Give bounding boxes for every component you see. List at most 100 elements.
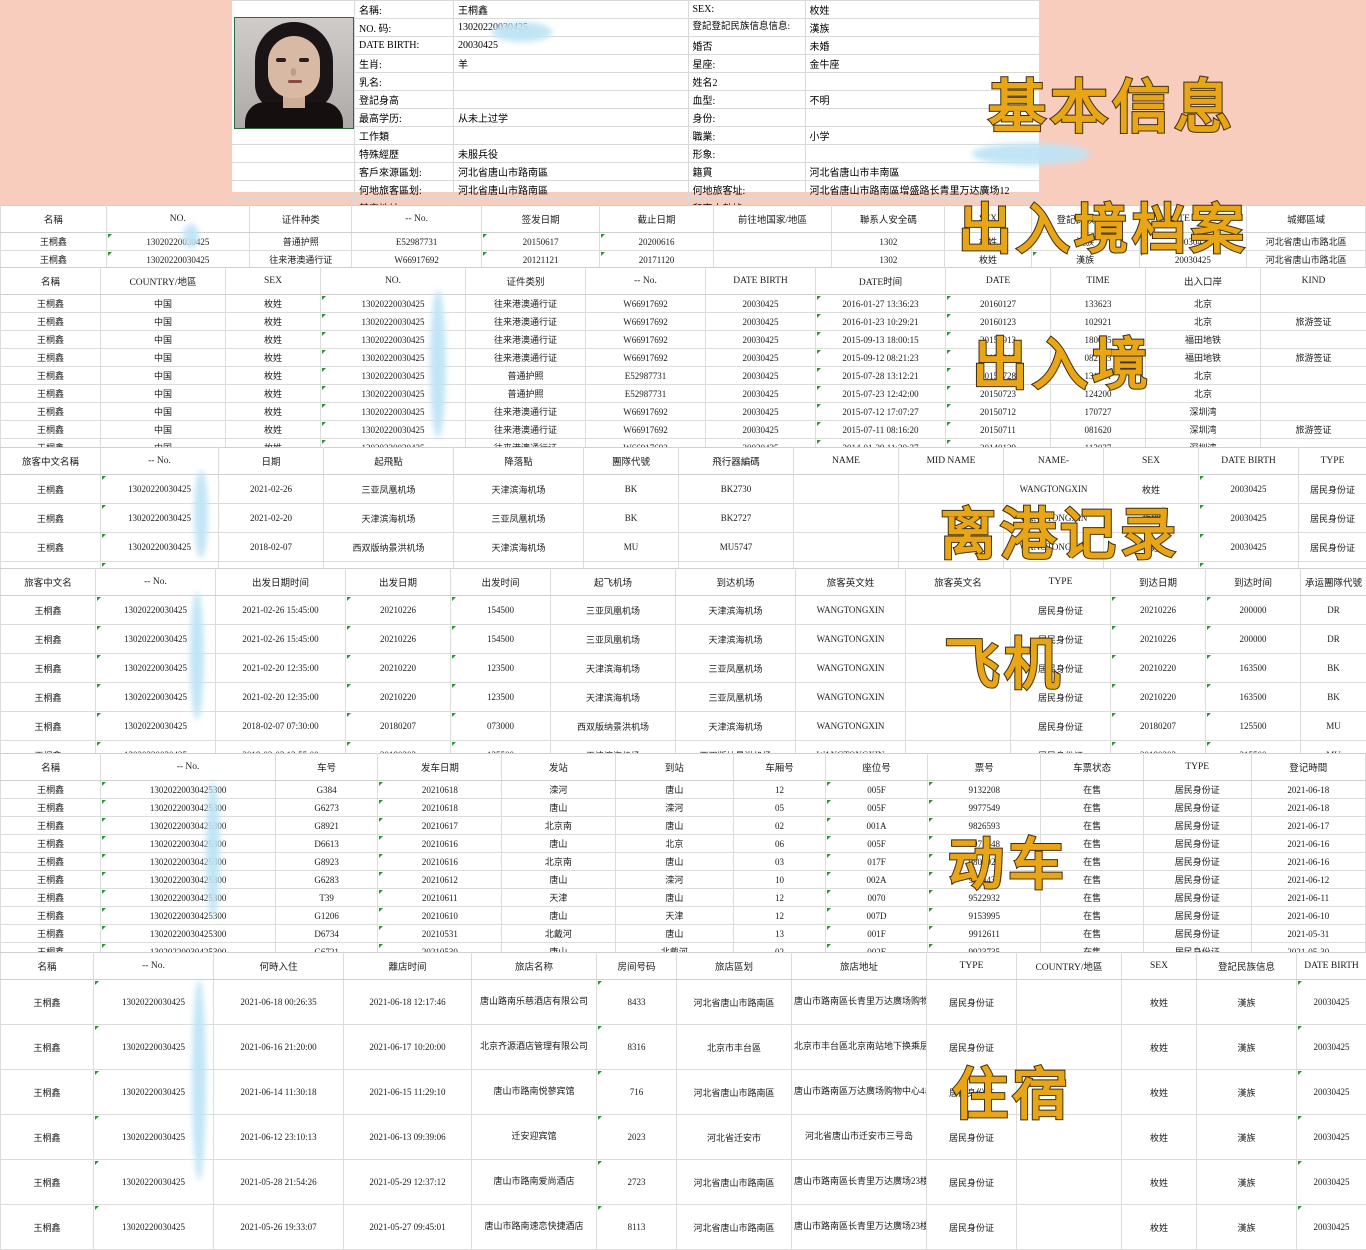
column-header[interactable]: NO. bbox=[321, 268, 466, 295]
column-header[interactable]: SEX bbox=[1122, 953, 1197, 980]
column-header[interactable]: -- No. bbox=[586, 268, 706, 295]
column-header[interactable]: 旅店區划 bbox=[677, 953, 792, 980]
column-header[interactable]: NAME bbox=[794, 448, 899, 475]
column-header[interactable]: 聯系人安全碼 bbox=[832, 206, 945, 233]
column-header[interactable]: 出发日期 bbox=[346, 569, 451, 596]
column-header[interactable]: 证件种类 bbox=[250, 206, 352, 233]
column-header[interactable]: TYPE bbox=[1011, 569, 1111, 596]
column-header[interactable]: 发车日期 bbox=[378, 754, 502, 781]
column-header[interactable]: 名稱 bbox=[1, 206, 107, 233]
column-header[interactable]: 起飞机场 bbox=[551, 569, 676, 596]
column-header[interactable]: NAME- bbox=[1004, 448, 1104, 475]
column-header[interactable]: 旅客英文姓 bbox=[796, 569, 906, 596]
column-header[interactable]: 旅客英文名 bbox=[906, 569, 1011, 596]
column-header[interactable]: 離店时间 bbox=[344, 953, 472, 980]
column-header[interactable]: TYPE bbox=[1299, 448, 1366, 475]
column-header[interactable]: DATE BIRTH bbox=[1199, 448, 1299, 475]
column-header[interactable]: 座位号 bbox=[825, 754, 927, 781]
column-header[interactable]: 票号 bbox=[928, 754, 1041, 781]
column-header[interactable]: 到达时间 bbox=[1206, 569, 1301, 596]
column-header[interactable]: 房间号码 bbox=[597, 953, 677, 980]
column-header[interactable]: TYPE bbox=[1143, 754, 1251, 781]
column-header[interactable]: 车票状态 bbox=[1041, 754, 1143, 781]
column-header[interactable]: 签发日期 bbox=[481, 206, 600, 233]
column-header[interactable]: 承运團隊代號 bbox=[1301, 569, 1366, 596]
column-header[interactable]: SEX bbox=[226, 268, 321, 295]
column-header[interactable]: DATE BIRTH bbox=[706, 268, 816, 295]
column-header[interactable]: 旅客中文名稱 bbox=[1, 448, 101, 475]
column-header[interactable]: 旅店地址 bbox=[792, 953, 927, 980]
column-header[interactable]: 前往地国家/地區 bbox=[713, 206, 832, 233]
column-header[interactable]: 名稱 bbox=[1, 953, 94, 980]
column-header[interactable]: 到站 bbox=[615, 754, 734, 781]
column-header[interactable]: 出入口岸 bbox=[1146, 268, 1261, 295]
column-header[interactable]: 日期 bbox=[219, 448, 324, 475]
column-header[interactable]: 何時入住 bbox=[214, 953, 344, 980]
column-header[interactable]: COUNTRY/地區 bbox=[101, 268, 226, 295]
column-header[interactable]: 團隊代號 bbox=[584, 448, 679, 475]
column-header[interactable]: 车号 bbox=[275, 754, 377, 781]
column-header[interactable]: SEX bbox=[945, 206, 1031, 233]
column-header[interactable]: 证件类别 bbox=[466, 268, 586, 295]
column-header[interactable]: -- No. bbox=[94, 953, 214, 980]
column-header[interactable]: 旅店名称 bbox=[472, 953, 597, 980]
column-header[interactable]: SEX bbox=[1104, 448, 1199, 475]
column-header[interactable]: 旅客中文名 bbox=[1, 569, 96, 596]
column-header[interactable]: 名稱 bbox=[1, 754, 101, 781]
column-header[interactable]: DATE BIRTH bbox=[1297, 953, 1366, 980]
column-header[interactable]: 降落點 bbox=[454, 448, 584, 475]
column-header[interactable]: -- No. bbox=[352, 206, 481, 233]
column-header[interactable]: -- No. bbox=[96, 569, 216, 596]
column-header[interactable]: -- No. bbox=[101, 448, 219, 475]
column-header[interactable]: 飛行器編碼 bbox=[679, 448, 794, 475]
column-header[interactable]: 发站 bbox=[502, 754, 615, 781]
column-header[interactable]: 截止日期 bbox=[600, 206, 713, 233]
column-header[interactable]: MID NAME bbox=[899, 448, 1004, 475]
column-header[interactable]: 名稱 bbox=[1, 268, 101, 295]
column-header[interactable]: KIND bbox=[1261, 268, 1366, 295]
column-header[interactable]: DATE时间 bbox=[816, 268, 946, 295]
column-header[interactable]: DATE bbox=[946, 268, 1051, 295]
column-header[interactable]: TIME bbox=[1051, 268, 1146, 295]
column-header[interactable]: 起飛點 bbox=[324, 448, 454, 475]
column-header[interactable]: 出发日期时间 bbox=[216, 569, 346, 596]
column-header[interactable]: 登記民族信息 bbox=[1197, 953, 1297, 980]
column-header[interactable]: COUNTRY/地區 bbox=[1017, 953, 1122, 980]
column-header[interactable]: NO. bbox=[106, 206, 249, 233]
column-header[interactable]: DATE BIRTH bbox=[1139, 206, 1247, 233]
column-header[interactable]: 车厢号 bbox=[734, 754, 826, 781]
column-header[interactable]: TYPE bbox=[927, 953, 1017, 980]
column-header[interactable]: 到达日期 bbox=[1111, 569, 1206, 596]
column-header[interactable]: 城鄉區域 bbox=[1247, 206, 1366, 233]
